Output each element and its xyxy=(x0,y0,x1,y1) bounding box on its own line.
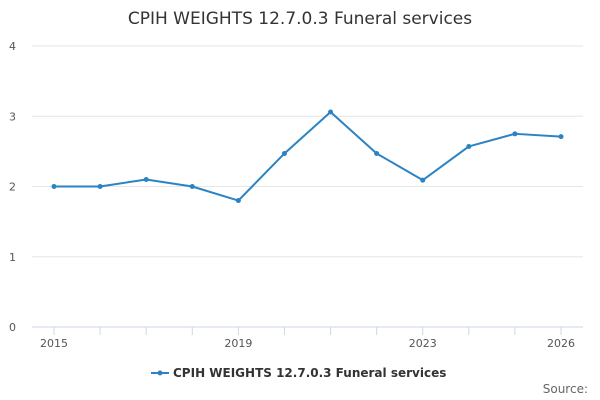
y-tick-label: 4 xyxy=(9,40,16,53)
x-axis: 2015 2019 2023 2026 xyxy=(32,326,583,350)
x-tick-label: 2015 xyxy=(40,337,68,350)
data-point[interactable] xyxy=(420,177,426,183)
series-layer xyxy=(51,109,564,204)
data-point[interactable] xyxy=(466,143,472,149)
data-point[interactable] xyxy=(374,150,380,156)
y-tick-label: 3 xyxy=(9,110,16,123)
data-point[interactable] xyxy=(189,184,195,189)
x-tick-label: 2026 xyxy=(547,337,575,350)
grid-lines xyxy=(32,45,583,258)
series-line xyxy=(54,111,562,202)
data-point[interactable] xyxy=(512,131,518,137)
y-tick-label: 0 xyxy=(9,321,16,334)
legend-swatch-dot xyxy=(157,370,163,376)
y-tick-label: 1 xyxy=(9,251,16,264)
chart-title: CPIH WEIGHTS 12.7.0.3 Funeral services xyxy=(128,9,472,29)
data-point[interactable] xyxy=(143,176,149,182)
data-point[interactable] xyxy=(235,198,241,204)
x-tick-label: 2023 xyxy=(409,337,437,350)
data-point[interactable] xyxy=(97,184,103,189)
y-tick-label: 2 xyxy=(9,181,16,194)
data-point[interactable] xyxy=(328,109,334,115)
legend[interactable]: CPIH WEIGHTS 12.7.0.3 Funeral services xyxy=(151,366,446,380)
x-tick-label: 2019 xyxy=(224,337,252,350)
data-point[interactable] xyxy=(558,134,564,140)
source-credit: Source: xyxy=(543,382,588,396)
legend-label: CPIH WEIGHTS 12.7.0.3 Funeral services xyxy=(173,366,446,380)
data-point[interactable] xyxy=(281,150,287,156)
y-axis-ticks: 0 1 2 3 4 xyxy=(9,40,16,334)
data-point[interactable] xyxy=(51,184,57,189)
